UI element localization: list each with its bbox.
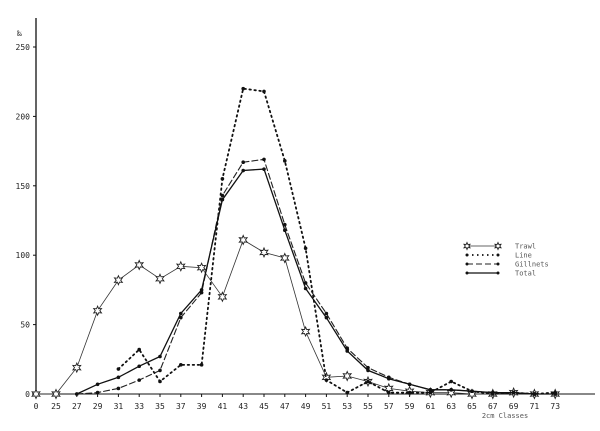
x-tick-label: 51	[322, 402, 332, 411]
x-tick-label: 29	[93, 402, 103, 411]
x-tick-label: 39	[197, 402, 207, 411]
x-tick-label: 57	[384, 402, 394, 411]
x-tick-label: 59	[405, 402, 415, 411]
y-tick-label: 250	[16, 43, 31, 52]
x-tick-label: 71	[530, 402, 540, 411]
axes: ‰ 0 50 100 150 200 250 0 25 27 29 31 33 35 37 39 41 43 45 4…	[16, 18, 595, 420]
x-tick-label: 37	[176, 402, 186, 411]
series-gillnets	[75, 157, 557, 396]
y-unit-label: ‰	[17, 29, 22, 38]
y-tick-label: 100	[16, 251, 31, 260]
legend-label: Total	[515, 270, 536, 278]
x-tick-label: 73	[550, 402, 560, 411]
y-tick-label: 0	[25, 390, 30, 399]
x-tick-label: 0	[34, 402, 39, 411]
legend-label: Gillnets	[515, 261, 549, 269]
series-line	[116, 86, 557, 396]
x-axis-title: 2cm Classes	[482, 412, 528, 420]
legend-label: Trawl	[515, 243, 536, 251]
legend-label: Line	[515, 252, 532, 260]
legend-item-total: Total	[465, 270, 536, 278]
x-tick-label: 35	[155, 402, 165, 411]
x-tick-label: 45	[259, 402, 269, 411]
series-total	[75, 167, 557, 396]
x-tick-label: 47	[280, 402, 290, 411]
x-tick-label: 67	[488, 402, 498, 411]
x-tick-label: 43	[238, 402, 248, 411]
y-tick-label: 200	[16, 112, 31, 121]
legend-item-gillnets: Gillnets	[465, 261, 549, 269]
series-trawl	[31, 234, 561, 400]
x-tick-label: 49	[301, 402, 311, 411]
x-tick-label: 63	[446, 402, 456, 411]
legend-item-trawl: Trawl	[463, 241, 536, 251]
legend-item-line: Line	[465, 252, 532, 260]
x-tick-label: 55	[363, 402, 373, 411]
x-tick-label: 41	[218, 402, 228, 411]
x-tick-label: 61	[426, 402, 436, 411]
x-tick-label: 69	[509, 402, 519, 411]
y-tick-label: 150	[16, 182, 31, 191]
x-tick-label: 53	[342, 402, 352, 411]
y-tick-label: 50	[20, 321, 30, 330]
x-tick-label: 33	[134, 402, 144, 411]
x-tick-label: 65	[467, 402, 477, 411]
x-tick-label: 31	[114, 402, 124, 411]
series-lines	[31, 86, 561, 400]
x-tick-label: 27	[72, 402, 82, 411]
x-tick-label: 25	[51, 402, 61, 411]
